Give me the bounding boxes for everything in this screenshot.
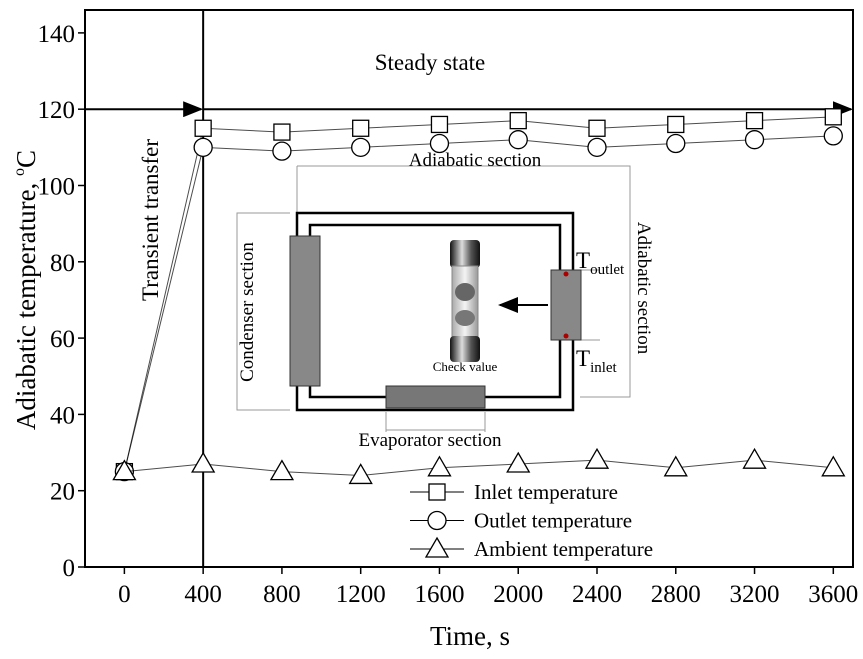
y-tick-label: 60	[50, 326, 75, 353]
marker	[666, 133, 686, 154]
x-axis-label: Time, s	[430, 621, 510, 651]
marker	[584, 447, 610, 469]
x-tick-label: 2800	[651, 581, 701, 608]
marker	[823, 126, 843, 146]
x-tick-label: 1200	[336, 581, 386, 608]
label-condenser: Condenser section	[237, 242, 258, 382]
marker	[663, 455, 688, 477]
label-adiabatic-top: Adiabatic section	[409, 150, 542, 171]
label-transient: Transient transfer	[138, 139, 163, 301]
series-line	[123, 116, 834, 472]
sub: outlet	[590, 262, 625, 278]
y-tick-label: 100	[38, 173, 76, 200]
t: C	[11, 150, 41, 168]
x-tick-label: 3200	[730, 581, 780, 608]
marker	[506, 451, 531, 473]
x-tick-label: 2400	[572, 581, 622, 608]
marker	[269, 459, 295, 481]
marker	[194, 119, 212, 137]
marker	[352, 119, 370, 137]
x-tick-label: 1600	[414, 581, 464, 608]
marker	[588, 119, 606, 137]
marker	[429, 133, 450, 154]
x-tick-label: 800	[263, 581, 301, 608]
marker	[348, 463, 373, 485]
marker	[351, 137, 371, 157]
plot-frame	[84, 9, 854, 568]
marker	[112, 459, 137, 481]
label-adiabatic-right: Adiabatic section	[633, 222, 654, 355]
t: Adiabatic temperature,	[11, 176, 41, 430]
marker	[667, 115, 685, 134]
legend-marker	[424, 536, 450, 558]
marker	[427, 455, 452, 477]
y-tick-label: 120	[38, 97, 76, 124]
y-tick-label: 40	[50, 402, 75, 429]
marker	[508, 130, 528, 150]
legend-label: Ambient temperature	[474, 537, 653, 561]
marker	[191, 451, 216, 473]
marker	[430, 115, 449, 134]
legend-label: Outlet temperature	[474, 509, 632, 533]
sup: o	[11, 168, 28, 176]
label-valve: Check value	[433, 359, 498, 374]
y-tick-label: 80	[50, 250, 75, 277]
marker	[273, 123, 291, 141]
label-steady: Steady state	[375, 50, 486, 75]
series-line	[124, 459, 834, 476]
x-tick-label: 2000	[493, 581, 543, 608]
legend-marker	[428, 483, 446, 501]
label-t-inlet: Tinlet	[576, 346, 618, 376]
legend-marker	[427, 510, 447, 531]
label-evaporator: Evaporator section	[359, 430, 502, 451]
x-tick-label: 3600	[808, 581, 858, 608]
marker	[745, 111, 764, 130]
marker	[744, 130, 765, 150]
marker	[193, 137, 213, 157]
x-tick-label: 0	[118, 581, 131, 608]
marker	[272, 141, 292, 161]
inset-diagram: Adiabatic section Condenser section Evap…	[236, 150, 654, 451]
t: T	[576, 248, 590, 273]
y-tick-label: 20	[50, 479, 75, 506]
marker	[587, 137, 607, 157]
marker	[824, 108, 842, 126]
marker	[821, 455, 846, 477]
y-tick-label: 140	[38, 21, 76, 48]
y-tick-label: 0	[63, 555, 76, 582]
sub: inlet	[590, 360, 617, 376]
legend-label: Inlet temperature	[474, 480, 618, 504]
label-t-outlet: Toutlet	[576, 248, 625, 278]
y-axis-label: Adiabatic temperature, oC	[11, 150, 41, 430]
series-line	[123, 135, 834, 472]
marker	[742, 447, 767, 469]
marker	[509, 111, 527, 130]
x-tick-label: 400	[184, 581, 222, 608]
t: T	[576, 346, 590, 371]
